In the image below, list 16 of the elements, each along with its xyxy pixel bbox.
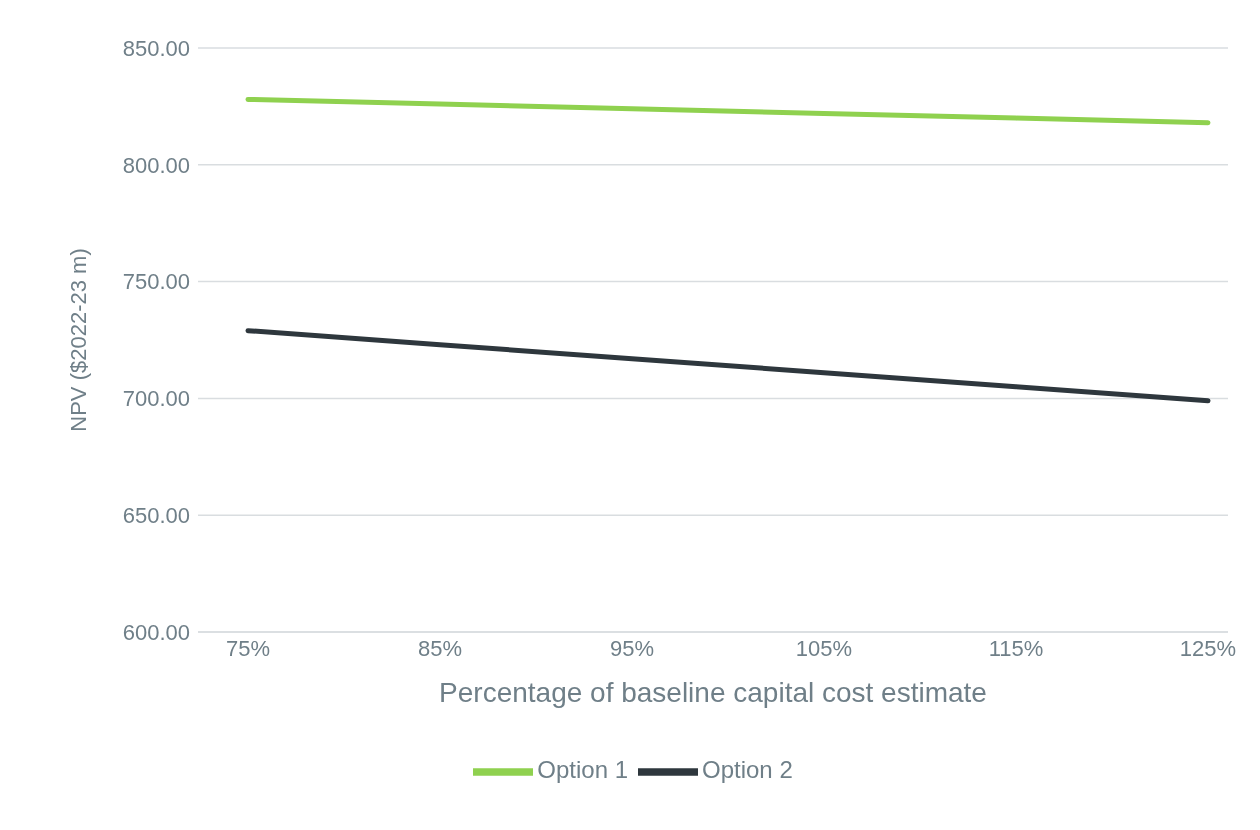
x-tick-label: 125%	[1179, 635, 1237, 661]
x-tick-label: 85%	[417, 635, 463, 661]
y-tick-label: 750.00	[122, 269, 190, 295]
x-tick-label: 95%	[609, 635, 655, 661]
x-axis-title: Percentage of baseline capital cost estimate	[439, 677, 987, 708]
y-tick-label: 850.00	[122, 35, 190, 61]
y-tick-label: 700.00	[122, 386, 190, 412]
y-axis-title: NPV ($2022-23 m)	[65, 248, 91, 432]
y-tick-label: 650.00	[122, 503, 190, 529]
legend-label: Option 2	[702, 756, 793, 784]
x-tick-label: 75%	[225, 635, 271, 661]
y-tick-label: 800.00	[122, 152, 190, 178]
legend-label: Option 1	[537, 756, 628, 784]
y-tick-label: 600.00	[122, 619, 190, 645]
x-tick-label: 115%	[988, 635, 1044, 661]
x-tick-label: 105%	[795, 635, 853, 661]
